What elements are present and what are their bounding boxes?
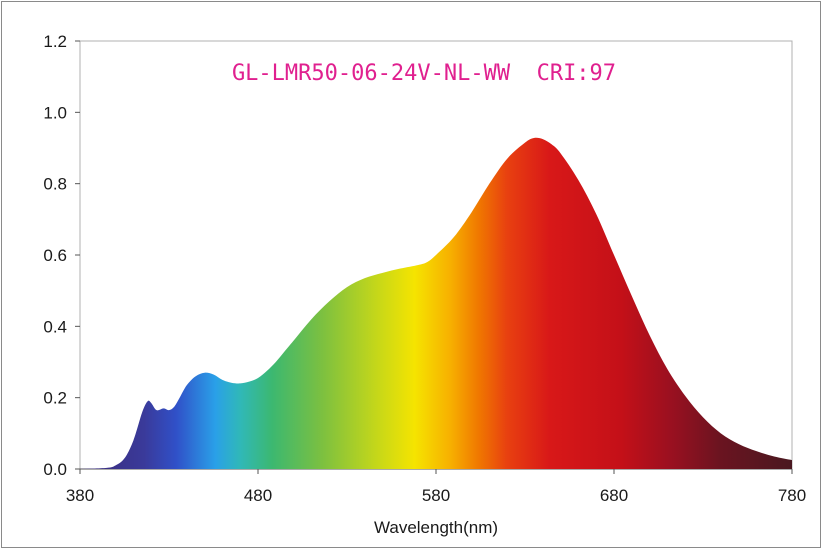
y-tick-label: 0.8 — [43, 175, 67, 194]
chart-title: GL-LMR50-06-24V-NL-WW CRI:97 — [232, 61, 616, 86]
y-tick-label: 1.2 — [43, 32, 67, 51]
y-tick-label: 0.2 — [43, 389, 67, 408]
spectrum-area — [80, 137, 792, 469]
tick-labels: 380 480 580 680 780 0.0 0.2 0.4 0.6 0.8 1.0 1.2 — [43, 32, 806, 505]
x-tick-label: 580 — [422, 486, 450, 505]
x-tick-label: 380 — [66, 486, 94, 505]
y-tick-label: 0.0 — [43, 460, 67, 479]
x-tick-label: 480 — [244, 486, 272, 505]
y-tick-label: 1.0 — [43, 103, 67, 122]
y-tick-label: 0.4 — [43, 317, 67, 336]
x-tick-label: 780 — [778, 486, 806, 505]
y-tick-label: 0.6 — [43, 246, 67, 265]
x-axis-label: Wavelength(nm) — [374, 518, 498, 537]
x-tick-label: 680 — [600, 486, 628, 505]
